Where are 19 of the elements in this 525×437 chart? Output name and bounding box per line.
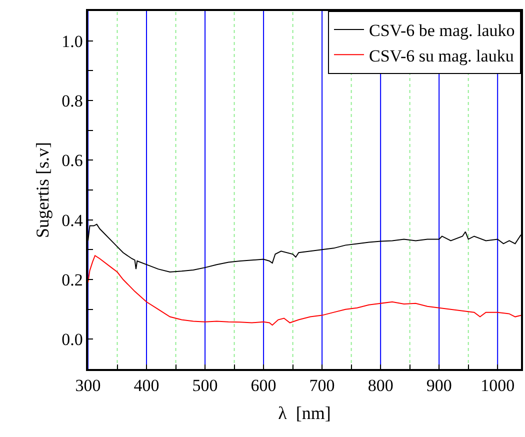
x-tick-label: 400	[134, 376, 160, 396]
y-tick-label: 0.2	[62, 270, 83, 290]
y-tick-label: 0.8	[62, 91, 83, 110]
y-tick-label: 0.6	[62, 151, 83, 170]
legend-label: CSV-6 be mag. lauko	[369, 21, 515, 40]
line-series	[88, 255, 521, 326]
x-tick-label: 1000	[480, 376, 515, 396]
y-tick-label: 0.0	[62, 330, 83, 350]
x-tick-label: 500	[192, 376, 218, 396]
y-tick-label: 0.4	[62, 210, 84, 230]
x-tick-label: 300	[75, 376, 101, 396]
x-tick-label: 600	[250, 376, 276, 396]
y-axis-title: Sugertis [s.v]	[32, 142, 52, 238]
x-tick-label: 700	[309, 376, 335, 396]
y-tick-label: 1.0	[62, 32, 83, 51]
x-tick-label: 900	[426, 376, 452, 396]
legend-label: CSV-6 su mag. lauku	[369, 46, 514, 66]
x-tick-label: 800	[368, 376, 394, 396]
x-axis-title: λ [nm]	[278, 402, 331, 423]
